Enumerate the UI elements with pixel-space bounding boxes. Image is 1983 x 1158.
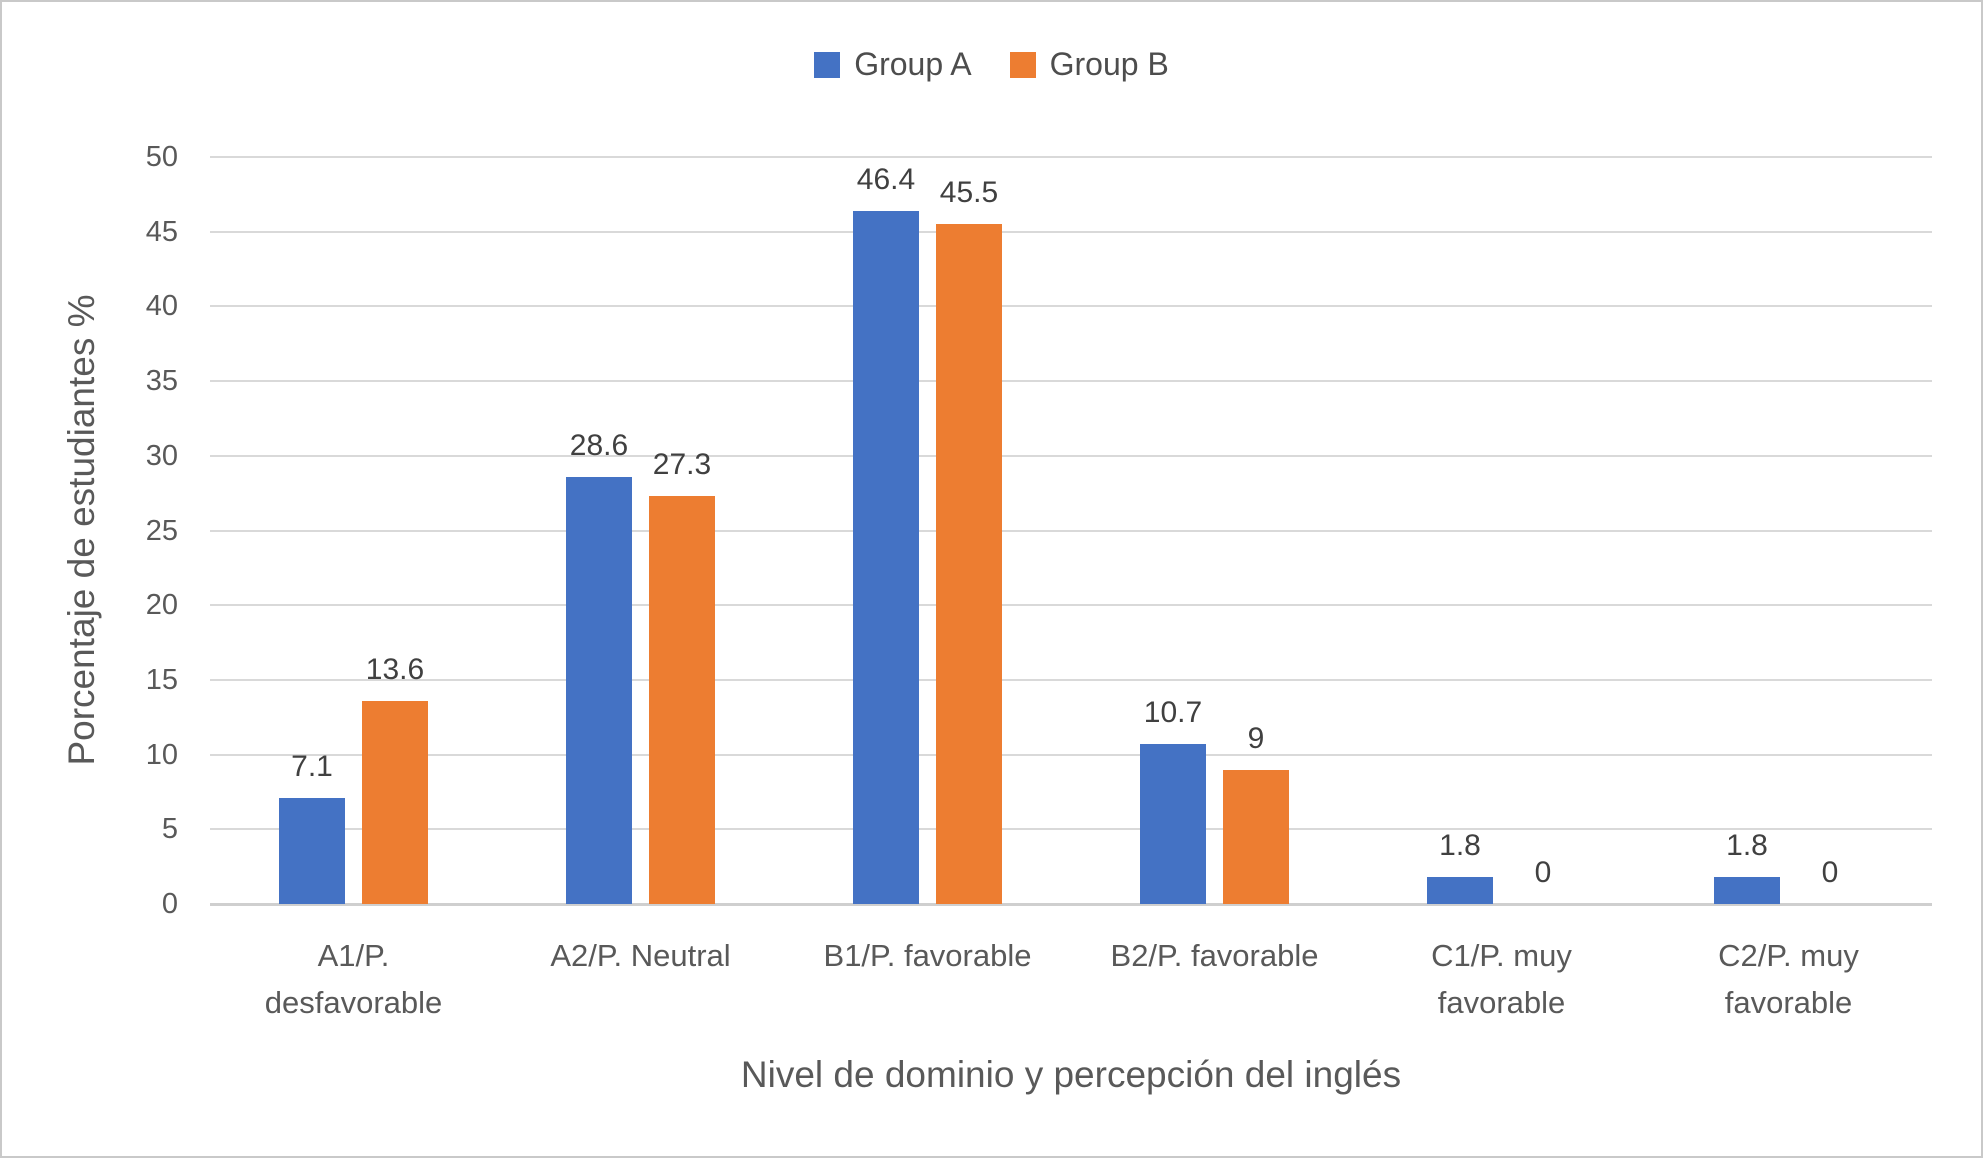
bar-group-b-b1-p-favorable: [936, 224, 1002, 904]
legend-item-group-a: Group A: [814, 46, 972, 83]
category-label-line: C1/P. muy: [1431, 938, 1572, 973]
plot-area: 7.1 28.6 46.4 10.7 1.8 1.8 13.6 27.3 45.5 9 0 0: [210, 156, 1932, 906]
bar-value-label-group-b-a2-p-neutral: 27.3: [652, 448, 712, 482]
category-label-line: favorable: [1437, 985, 1566, 1020]
category-label-a2-p-neutral: A2/P. Neutral: [550, 932, 730, 979]
y-tick-label-30: 30: [145, 439, 178, 472]
legend-swatch-group-b: [1009, 51, 1036, 78]
bar-group-a-b2-p-favorable: [1140, 744, 1206, 904]
bar-group-b-b2-p-favorable: [1223, 769, 1289, 904]
category-label-line: favorable: [1724, 985, 1853, 1020]
y-tick-label-40: 40: [145, 290, 178, 323]
y-tick-label-5: 5: [161, 813, 178, 846]
bar-group-b-a2-p-neutral: [649, 496, 715, 904]
category-label-line: A1/P.: [317, 938, 390, 973]
y-tick-label-15: 15: [145, 663, 178, 696]
legend-swatch-group-a: [814, 51, 841, 78]
y-tick-label-25: 25: [145, 514, 178, 547]
bar-group-a-a1-p-desfavorable: [279, 797, 345, 904]
bar-group-a-b1-p-favorable: [853, 210, 919, 904]
legend-label-group-b: Group B: [1049, 46, 1169, 82]
bar-value-label-group-a-a2-p-neutral: 28.6: [569, 428, 629, 462]
gridline-10: [210, 753, 1932, 756]
gridline-45: [210, 230, 1932, 233]
y-tick-label-10: 10: [145, 738, 178, 771]
x-axis-title: Nivel de dominio y percepción del inglés: [740, 1054, 1402, 1095]
gridline-15: [210, 678, 1932, 681]
bar-value-label-group-a-c1-p-muy-favorable: 1.8: [1439, 829, 1481, 863]
category-label-line: B1/P. favorable: [823, 938, 1032, 973]
bar-value-label-group-b-c2-p-muy-favorable: 0: [1821, 856, 1839, 889]
category-label-line: A2/P. Neutral: [550, 938, 731, 973]
bar-value-label-group-a-a1-p-desfavorable: 7.1: [291, 749, 333, 783]
y-tick-label-20: 20: [145, 589, 178, 622]
bar-value-label-group-a-b1-p-favorable: 46.4: [856, 162, 916, 196]
bar-group-a-a2-p-neutral: [566, 476, 632, 904]
bar-group-a-c2-p-muy-favorable: [1714, 877, 1780, 904]
bar-value-label-group-b-c1-p-muy-favorable: 0: [1534, 856, 1552, 889]
gridline-35: [210, 380, 1932, 383]
gridline-5: [210, 828, 1932, 831]
legend-item-group-b: Group B: [1009, 46, 1169, 83]
bar-value-label-group-b-b2-p-favorable: 9: [1247, 721, 1265, 755]
y-tick-label-50: 50: [145, 141, 178, 173]
category-label-b1-p-favorable: B1/P. favorable: [824, 932, 1032, 979]
bar-value-label-group-a-c2-p-muy-favorable: 1.8: [1726, 829, 1768, 863]
bar-value-label-group-b-b1-p-favorable: 45.5: [939, 176, 999, 210]
gridline-25: [210, 529, 1932, 532]
gridline-30: [210, 454, 1932, 457]
bar-group-b-a1-p-desfavorable: [362, 700, 428, 904]
category-label-b2-p-favorable: B2/P. favorable: [1111, 932, 1319, 979]
y-tick-label-35: 35: [145, 365, 178, 398]
gridline-40: [210, 305, 1932, 308]
category-label-line: B2/P. favorable: [1110, 938, 1319, 973]
gridline-50: [210, 156, 1932, 158]
category-label-a1-p-desfavorable: A1/P. desfavorable: [265, 932, 443, 1026]
x-axis-line: [210, 902, 1932, 906]
bar-value-label-group-a-b2-p-favorable: 10.7: [1143, 696, 1203, 730]
chart-legend: Group A Group B: [2, 46, 1981, 83]
y-tick-label-0: 0: [161, 888, 178, 920]
legend-label-group-a: Group A: [854, 46, 972, 82]
y-tick-label-45: 45: [145, 215, 178, 248]
category-label-line: C2/P. muy: [1718, 938, 1859, 973]
bar-value-label-group-b-a1-p-desfavorable: 13.6: [365, 652, 425, 686]
category-label-line: desfavorable: [264, 985, 443, 1020]
category-label-c1-p-muy-favorable: C1/P. muy favorable: [1431, 932, 1572, 1026]
gridline-20: [210, 604, 1932, 607]
bar-group-a-c1-p-muy-favorable: [1427, 877, 1493, 904]
category-label-c2-p-muy-favorable: C2/P. muy favorable: [1718, 932, 1859, 1026]
